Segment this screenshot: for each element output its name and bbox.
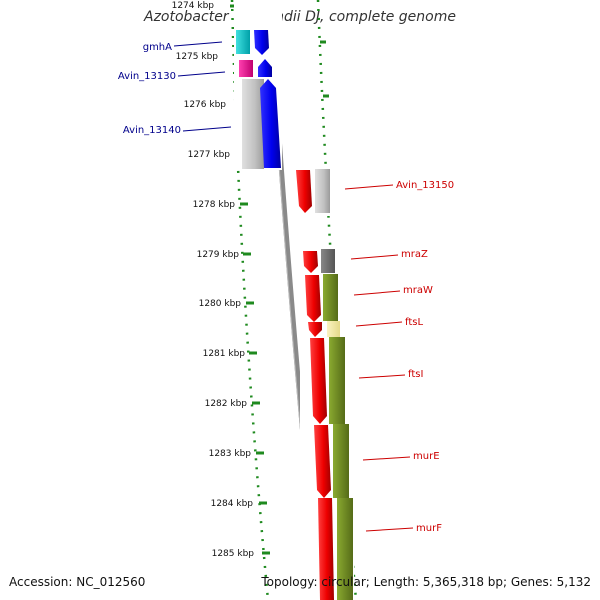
- gene-label-murF[interactable]: murF: [416, 523, 442, 534]
- forward-strand-features: [234, 0, 282, 170]
- gene-feature-ftsL[interactable]: [308, 322, 322, 337]
- tick-label: 1285 kbp: [212, 549, 255, 559]
- tick-label: 1283 kbp: [209, 449, 252, 459]
- tick-label: 1282 kbp: [205, 399, 248, 409]
- gene-label-gmhA[interactable]: gmhA: [143, 42, 172, 53]
- gene-label-Avin_13150[interactable]: Avin_13150: [396, 180, 454, 191]
- leader-line: [350, 254, 399, 260]
- leader-line: [362, 456, 411, 461]
- tick-label: 1276 kbp: [184, 100, 227, 110]
- gene-feature-Avin_13130-cog[interactable]: [239, 60, 253, 77]
- scale-tick-labels: 1274 kbp 1275 kbp 1276 kbp 1277 kbp 1278…: [172, 1, 255, 559]
- gene-feature-gmhA[interactable]: [254, 30, 269, 55]
- gene-label-leaders: [173, 41, 414, 532]
- accession-text: Accession: NC_012560: [9, 575, 146, 589]
- gene-feature-murF-cog[interactable]: [337, 498, 353, 600]
- leader-line: [365, 527, 414, 532]
- reverse-strand-features: [294, 168, 354, 600]
- leader-line: [353, 290, 401, 296]
- tick-label: 1277 kbp: [188, 150, 231, 160]
- gene-feature-Avin_13140[interactable]: [260, 79, 281, 168]
- tick-label: 1281 kbp: [203, 349, 246, 359]
- gene-label-mraW[interactable]: mraW: [403, 285, 433, 296]
- tick-label: 1274 kbp: [172, 1, 215, 11]
- leader-line: [355, 321, 403, 327]
- gene-label-Avin_13130[interactable]: Avin_13130: [118, 71, 176, 82]
- gene-feature-mraZ[interactable]: [303, 251, 318, 273]
- tick-label: 1279 kbp: [197, 250, 240, 260]
- gene-feature-ftsL-cog[interactable]: [327, 321, 340, 337]
- gene-feature-gmhA-cog[interactable]: [236, 30, 250, 54]
- gene-label-ftsL[interactable]: ftsL: [405, 317, 423, 328]
- gene-feature-Avin_13130[interactable]: [258, 59, 272, 77]
- gene-feature-murE-cog[interactable]: [333, 424, 349, 498]
- leader-line: [344, 184, 394, 190]
- leader-line: [173, 41, 223, 47]
- gene-label-ftsI[interactable]: ftsI: [408, 369, 423, 380]
- tick-label: 1284 kbp: [211, 499, 254, 509]
- gene-label-mraZ[interactable]: mraZ: [401, 249, 428, 260]
- gene-feature-mraZ-cog[interactable]: [321, 249, 335, 273]
- gene-feature-ftsI-cog[interactable]: [329, 337, 345, 424]
- leader-line: [177, 71, 226, 77]
- leader-line: [182, 126, 232, 132]
- gene-feature-murE[interactable]: [314, 425, 331, 498]
- gene-feature-Avin_13150-cog[interactable]: [315, 169, 330, 213]
- leader-line: [358, 374, 406, 379]
- tick-label: 1280 kbp: [199, 299, 242, 309]
- gene-label-murE[interactable]: murE: [413, 451, 440, 462]
- gene-feature-murF[interactable]: [318, 498, 334, 600]
- tick-label: 1278 kbp: [193, 200, 236, 210]
- gene-feature-ftsI[interactable]: [310, 338, 327, 424]
- gene-feature-mraW[interactable]: [305, 275, 321, 322]
- topology-text: Topology: circular; Length: 5,365,318 bp…: [261, 575, 591, 589]
- map-title: Azotobacter vinelandii DJ, complete geno…: [144, 9, 456, 25]
- gene-label-Avin_13140[interactable]: Avin_13140: [123, 125, 181, 136]
- gene-feature-Avin_13150[interactable]: [296, 170, 312, 213]
- tick-label: 1275 kbp: [176, 52, 219, 62]
- gene-feature-mraW-cog[interactable]: [323, 274, 338, 321]
- gene-feature-Avin_13140-cog[interactable]: [242, 79, 264, 169]
